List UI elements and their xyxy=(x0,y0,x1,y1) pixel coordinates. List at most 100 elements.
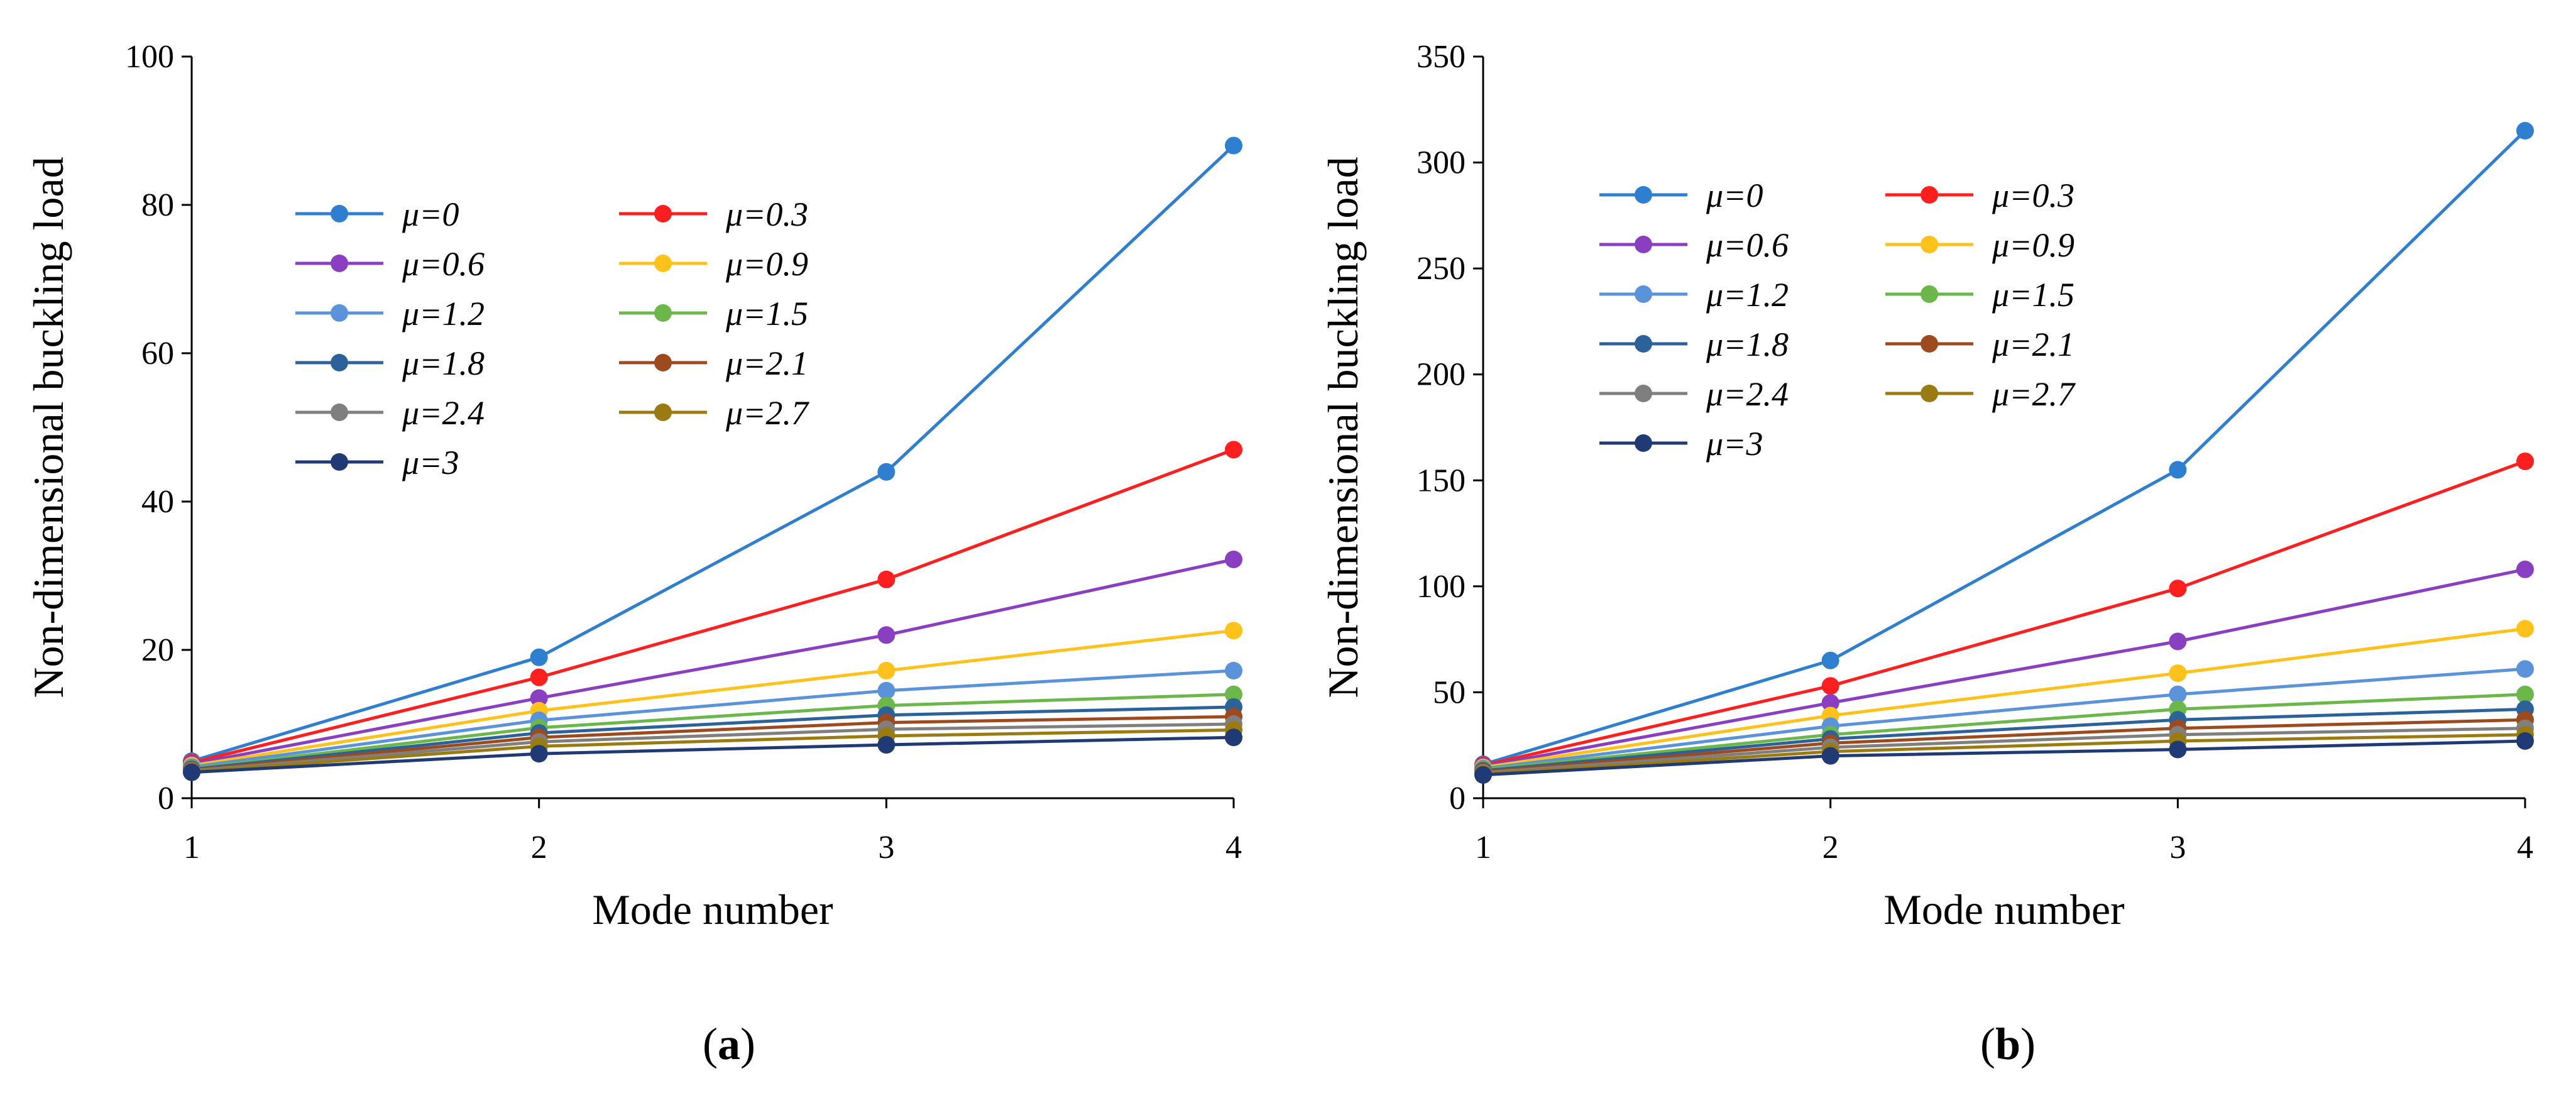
legend-label: μ=2.7 xyxy=(1992,375,2076,413)
x-axis-title: Mode number xyxy=(592,886,833,933)
x-tick-label: 4 xyxy=(2517,830,2533,865)
data-point xyxy=(2169,632,2187,651)
y-tick-label: 100 xyxy=(125,39,174,75)
legend-label: μ=1.8 xyxy=(1706,326,1789,363)
data-point xyxy=(2516,732,2534,750)
data-point xyxy=(877,662,896,680)
data-point xyxy=(2516,685,2534,703)
legend-marker xyxy=(331,205,348,222)
legend-label: μ=0.9 xyxy=(1992,226,2075,264)
data-point xyxy=(1225,622,1242,640)
data-point xyxy=(1474,766,1492,784)
data-point xyxy=(2169,579,2187,598)
y-tick-label: 20 xyxy=(141,632,174,668)
y-tick-label: 40 xyxy=(141,484,174,520)
data-point xyxy=(877,570,896,588)
data-point xyxy=(1225,728,1242,747)
legend-marker xyxy=(654,255,672,272)
legend-label: μ=2.7 xyxy=(725,394,809,432)
series-line xyxy=(191,722,1234,772)
x-tick-label: 3 xyxy=(878,830,894,865)
data-point xyxy=(1821,694,1839,712)
series-line xyxy=(1483,667,2526,771)
series-line xyxy=(191,693,1234,771)
legend-marker xyxy=(1921,285,1938,303)
y-tick-label: 0 xyxy=(1449,781,1466,816)
data-point xyxy=(2169,664,2187,683)
legend-marker xyxy=(654,205,672,222)
legend-label: μ=0.6 xyxy=(402,245,485,283)
legend-marker xyxy=(1635,385,1652,402)
legend-label: μ=2.1 xyxy=(725,344,808,382)
series-line xyxy=(191,669,1234,769)
y-tick-label: 80 xyxy=(141,187,174,223)
y-tick-label: 60 xyxy=(141,336,174,371)
panel-caption: (b) xyxy=(1980,1019,2036,1069)
caption-paren: ) xyxy=(2020,1019,2036,1069)
y-axis-title: Non-dimensional buckling load xyxy=(25,157,72,698)
x-tick-label: 3 xyxy=(2169,830,2186,865)
legend-marker xyxy=(1635,434,1652,452)
caption-paren: ( xyxy=(1980,1019,1995,1069)
legend-label: μ=0.6 xyxy=(1706,226,1789,264)
data-point xyxy=(2169,740,2187,759)
series-line xyxy=(1483,718,2526,774)
legend-label: μ=0 xyxy=(402,195,459,233)
series-line xyxy=(191,144,1235,763)
data-point xyxy=(2516,122,2534,140)
series-line xyxy=(191,629,1234,767)
legend-label: μ=2.4 xyxy=(402,394,485,432)
legend-label: μ=2.1 xyxy=(1992,326,2075,363)
data-point xyxy=(530,668,548,686)
y-tick-label: 250 xyxy=(1417,251,1466,287)
legend-marker xyxy=(1921,385,1938,402)
legend-marker xyxy=(1635,285,1652,303)
legend-marker xyxy=(1921,186,1938,204)
series-line xyxy=(1483,707,2526,772)
legend-marker xyxy=(654,404,672,421)
legend-marker xyxy=(1635,186,1652,204)
data-point xyxy=(2516,560,2534,578)
y-tick-label: 0 xyxy=(158,781,174,816)
y-tick-label: 100 xyxy=(1417,569,1466,605)
legend-label: μ=1.5 xyxy=(1992,276,2075,314)
x-axis-title: Mode number xyxy=(1883,886,2125,933)
data-point xyxy=(2516,452,2534,470)
data-point xyxy=(2169,461,2187,479)
data-point xyxy=(1225,662,1242,680)
x-tick-label: 2 xyxy=(531,830,547,865)
caption-paren: ( xyxy=(703,1019,718,1069)
data-point xyxy=(1821,651,1839,669)
legend-label: μ=0.3 xyxy=(725,195,808,233)
x-tick-label: 4 xyxy=(1225,830,1242,865)
y-tick-label: 350 xyxy=(1417,39,1466,75)
series-line xyxy=(1483,459,2526,767)
data-point xyxy=(1225,551,1242,569)
data-point xyxy=(2169,685,2187,703)
legend-marker xyxy=(1921,236,1938,253)
legend-marker xyxy=(654,304,672,322)
y-tick-label: 50 xyxy=(1433,674,1466,710)
data-point xyxy=(877,736,896,754)
data-point xyxy=(1821,747,1839,765)
data-point xyxy=(877,681,896,700)
legend-label: μ=1.5 xyxy=(725,295,808,332)
y-axis-title: Non-dimensional buckling load xyxy=(1319,157,1367,698)
series-line xyxy=(1483,727,2526,774)
y-tick-label: 150 xyxy=(1417,463,1466,498)
legend-label: μ=1.2 xyxy=(402,295,485,332)
legend-label: μ=0 xyxy=(1706,177,1763,214)
data-point xyxy=(877,463,896,481)
y-tick-label: 300 xyxy=(1417,145,1466,181)
legend-label: μ=2.4 xyxy=(1706,375,1789,413)
y-tick-label: 200 xyxy=(1417,357,1466,393)
caption-paren: ) xyxy=(740,1019,755,1069)
series-line xyxy=(1483,739,2526,777)
legend-marker xyxy=(331,453,348,471)
legend-label: μ=0.3 xyxy=(1992,177,2075,214)
series-line xyxy=(191,705,1234,771)
data-point xyxy=(530,689,548,707)
panel-caption: (a) xyxy=(703,1019,755,1069)
legend-label: μ=3 xyxy=(1706,425,1763,463)
x-tick-label: 2 xyxy=(1822,830,1839,865)
